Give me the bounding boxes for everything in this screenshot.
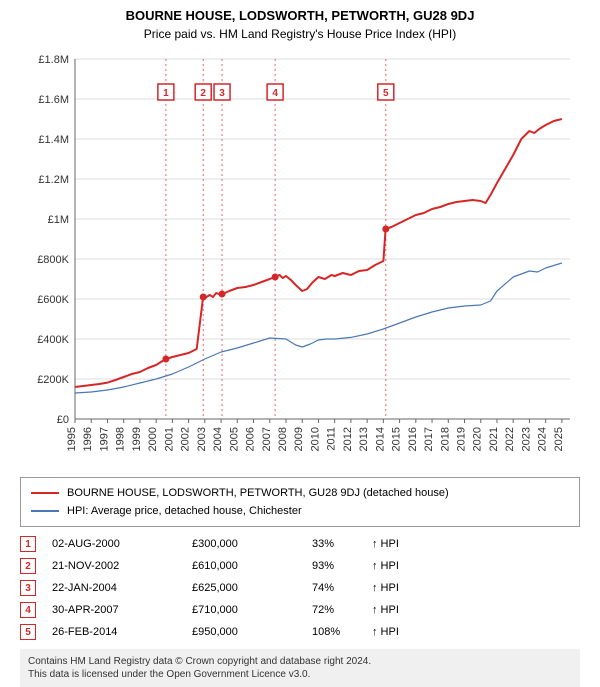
transaction-pct: 93% xyxy=(312,560,372,572)
transactions-table: 102-AUG-2000£300,00033%↑ HPI221-NOV-2002… xyxy=(20,533,580,643)
svg-text:2012: 2012 xyxy=(342,427,354,451)
transaction-row: 4 30-APR-2007£710,00072%↑ HPI xyxy=(20,599,580,621)
legend-label: BOURNE HOUSE, LODSWORTH, PETWORTH, GU28 … xyxy=(67,487,449,499)
transaction-marker: 3 xyxy=(20,580,36,596)
svg-text:4: 4 xyxy=(272,88,278,99)
svg-text:£800K: £800K xyxy=(37,254,69,266)
svg-text:2008: 2008 xyxy=(277,427,289,451)
svg-text:£400K: £400K xyxy=(37,334,69,346)
svg-text:2014: 2014 xyxy=(374,427,386,451)
svg-text:2001: 2001 xyxy=(163,427,175,451)
transaction-price: £300,000 xyxy=(192,538,312,550)
svg-text:£0: £0 xyxy=(57,414,69,426)
svg-text:2017: 2017 xyxy=(423,427,435,451)
transaction-price: £625,000 xyxy=(192,582,312,594)
svg-text:2003: 2003 xyxy=(196,427,208,451)
svg-text:2021: 2021 xyxy=(488,427,500,451)
transaction-trend: ↑ HPI xyxy=(372,582,432,594)
svg-text:2009: 2009 xyxy=(293,427,305,451)
svg-text:2016: 2016 xyxy=(407,427,419,451)
svg-text:2023: 2023 xyxy=(520,427,532,451)
svg-text:1999: 1999 xyxy=(131,427,143,451)
transaction-date: 30-APR-2007 xyxy=(52,604,192,616)
transaction-date: 21-NOV-2002 xyxy=(52,560,192,572)
transaction-date: 02-AUG-2000 xyxy=(52,538,192,550)
legend-box: BOURNE HOUSE, LODSWORTH, PETWORTH, GU28 … xyxy=(20,477,580,527)
transaction-trend: ↑ HPI xyxy=(372,626,432,638)
svg-text:2020: 2020 xyxy=(472,427,484,451)
svg-text:2022: 2022 xyxy=(504,427,516,451)
transaction-row: 3 22-JAN-2004£625,00074%↑ HPI xyxy=(20,577,580,599)
svg-text:2025: 2025 xyxy=(553,427,565,451)
svg-text:2002: 2002 xyxy=(180,427,192,451)
legend-swatch xyxy=(31,510,59,511)
transaction-date: 26-FEB-2014 xyxy=(52,626,192,638)
footer-line-2: This data is licensed under the Open Gov… xyxy=(28,668,572,681)
transaction-marker: 2 xyxy=(20,558,36,574)
svg-text:1997: 1997 xyxy=(98,427,110,451)
svg-text:2018: 2018 xyxy=(439,427,451,451)
transaction-price: £610,000 xyxy=(192,560,312,572)
svg-text:2019: 2019 xyxy=(456,427,468,451)
svg-text:2000: 2000 xyxy=(147,427,159,451)
chart-svg: £0 £200K £400K £600K £800K £1M £1.2M £1.4M £1.6M… xyxy=(20,49,580,469)
svg-text:1996: 1996 xyxy=(82,427,94,451)
legend-swatch xyxy=(31,492,59,494)
transaction-pct: 108% xyxy=(312,626,372,638)
svg-text:2015: 2015 xyxy=(391,427,403,451)
svg-text:£600K: £600K xyxy=(37,294,69,306)
transaction-price: £710,000 xyxy=(192,604,312,616)
svg-text:1: 1 xyxy=(163,88,169,99)
svg-text:5: 5 xyxy=(383,88,389,99)
svg-text:2007: 2007 xyxy=(261,427,273,451)
transaction-pct: 74% xyxy=(312,582,372,594)
svg-text:1998: 1998 xyxy=(115,427,127,451)
transaction-date: 22-JAN-2004 xyxy=(52,582,192,594)
svg-text:2024: 2024 xyxy=(537,427,549,451)
footer-attribution: Contains HM Land Registry data © Crown c… xyxy=(20,649,580,687)
transaction-marker: 5 xyxy=(20,624,36,640)
legend-label: HPI: Average price, detached house, Chic… xyxy=(67,505,302,517)
svg-text:2010: 2010 xyxy=(309,427,321,451)
transaction-pct: 72% xyxy=(312,604,372,616)
transaction-row: 2 21-NOV-2002£610,00093%↑ HPI xyxy=(20,555,580,577)
svg-text:£1.6M: £1.6M xyxy=(38,94,69,106)
svg-text:3: 3 xyxy=(219,88,225,99)
transaction-trend: ↑ HPI xyxy=(372,560,432,572)
svg-text:2: 2 xyxy=(200,88,206,99)
transaction-trend: ↑ HPI xyxy=(372,538,432,550)
transaction-price: £950,000 xyxy=(192,626,312,638)
svg-text:£200K: £200K xyxy=(37,374,69,386)
svg-text:2006: 2006 xyxy=(245,427,257,451)
svg-text:2011: 2011 xyxy=(326,427,338,451)
svg-text:2013: 2013 xyxy=(358,427,370,451)
svg-text:£1.4M: £1.4M xyxy=(38,134,69,146)
transaction-row: 5 26-FEB-2014£950,000108%↑ HPI xyxy=(20,621,580,643)
chart-subtitle: Price paid vs. HM Land Registry's House … xyxy=(144,27,456,41)
chart-title: BOURNE HOUSE, LODSWORTH, PETWORTH, GU28 … xyxy=(126,8,475,23)
transaction-trend: ↑ HPI xyxy=(372,604,432,616)
footer-line-1: Contains HM Land Registry data © Crown c… xyxy=(28,655,572,668)
legend-item: HPI: Average price, detached house, Chic… xyxy=(31,502,569,520)
svg-text:£1M: £1M xyxy=(48,214,69,226)
svg-text:1995: 1995 xyxy=(66,427,78,451)
legend-item: BOURNE HOUSE, LODSWORTH, PETWORTH, GU28 … xyxy=(31,484,569,502)
svg-text:2004: 2004 xyxy=(212,427,224,451)
svg-text:£1.2M: £1.2M xyxy=(38,174,69,186)
chart-area: £0 £200K £400K £600K £800K £1M £1.2M £1.4M £1.6M… xyxy=(20,49,580,469)
transaction-marker: 4 xyxy=(20,602,36,618)
transaction-marker: 1 xyxy=(20,536,36,552)
transaction-pct: 33% xyxy=(312,538,372,550)
svg-text:2005: 2005 xyxy=(228,427,240,451)
transaction-row: 1 02-AUG-2000£300,00033%↑ HPI xyxy=(20,533,580,555)
svg-text:£1.8M: £1.8M xyxy=(38,54,69,66)
